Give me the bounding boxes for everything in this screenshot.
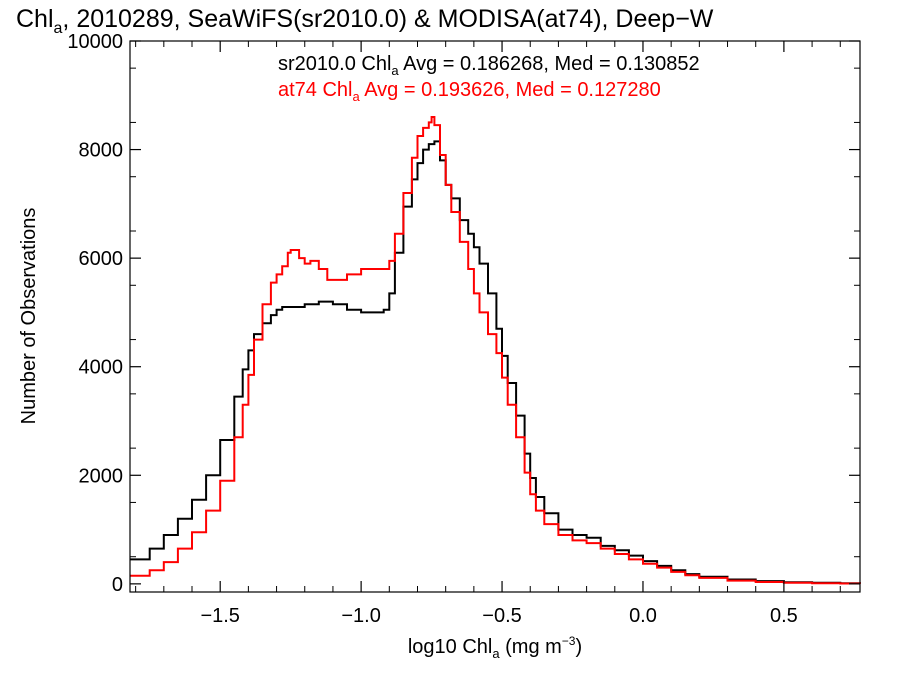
chart-title: Chla, 2010289, SeaWiFS(sr2010.0) & MODIS… [16,5,714,37]
y-tick-label: 0 [112,574,123,596]
series-layer [130,116,861,585]
plot-frame [129,40,861,593]
series-stat-at74: at74 Chla Avg = 0.193626, Med = 0.127280 [278,79,661,104]
series-line-at74 [130,116,861,585]
x-axis: −1.5 −1.0 −0.5 0.0 0.5 [135,41,841,627]
y-tick-label: 4000 [79,357,124,379]
y-tick-label: 2000 [79,465,124,487]
y-axis-label: Number of Observations [18,208,40,425]
y-tick-label: 8000 [79,140,124,162]
x-tick-label: 0.0 [629,605,657,627]
x-tick-label: −0.5 [482,605,521,627]
y-tick-label: 10000 [67,31,123,53]
y-axis: 0 2000 4000 6000 8000 10000 [67,31,860,596]
series-line-sr2010-0 [130,140,861,585]
x-axis-label: log10 Chla (mg m−3) [408,634,582,661]
x-tick-label: −1.5 [200,605,239,627]
x-tick-label: −1.0 [341,605,380,627]
y-tick-label: 6000 [79,248,124,270]
series-stat-sr2010: sr2010.0 Chla Avg = 0.186268, Med = 0.13… [278,53,700,78]
x-tick-label: 0.5 [770,605,798,627]
